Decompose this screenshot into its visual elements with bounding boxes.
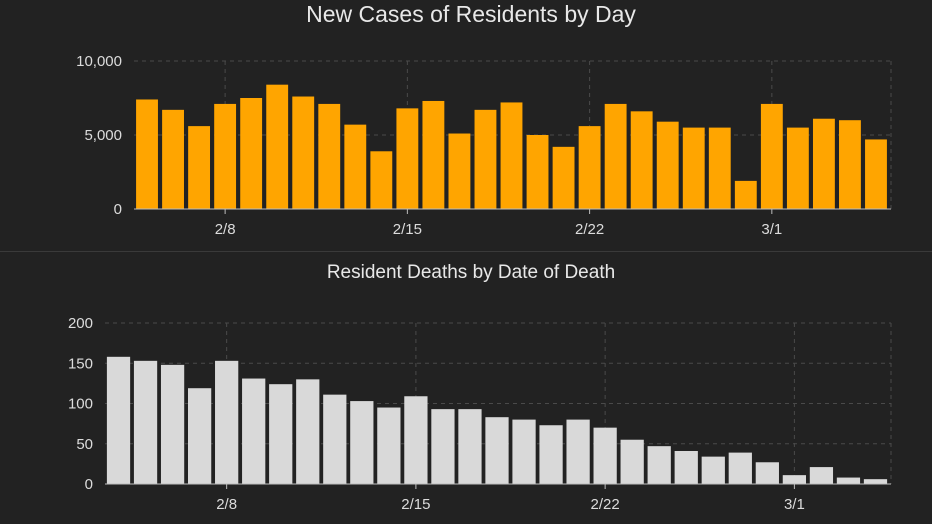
bar bbox=[604, 103, 627, 209]
bar bbox=[242, 378, 266, 484]
bar bbox=[782, 475, 807, 484]
bar bbox=[188, 126, 211, 209]
bar bbox=[630, 111, 653, 209]
bar bbox=[344, 124, 367, 209]
bar bbox=[656, 121, 679, 209]
bar bbox=[214, 103, 237, 209]
x-tick-label: 3/1 bbox=[784, 496, 805, 513]
bar bbox=[812, 118, 835, 209]
bar bbox=[240, 98, 263, 209]
bar bbox=[728, 452, 752, 484]
bar bbox=[552, 146, 575, 209]
y-tick-label: 100 bbox=[68, 396, 93, 413]
new-cases-chart-title: New Cases of Residents by Day bbox=[306, 1, 636, 27]
bar bbox=[578, 126, 601, 209]
y-tick-label: 150 bbox=[68, 355, 93, 372]
bar bbox=[539, 425, 563, 484]
bar bbox=[755, 462, 779, 484]
bar bbox=[809, 467, 834, 484]
bar bbox=[431, 409, 455, 484]
bar bbox=[350, 401, 374, 484]
bar bbox=[404, 396, 428, 484]
bar bbox=[396, 108, 419, 209]
bar bbox=[215, 360, 239, 484]
bar bbox=[512, 419, 536, 484]
bar bbox=[526, 135, 549, 209]
bar bbox=[474, 109, 497, 209]
bar bbox=[593, 427, 617, 484]
bar bbox=[160, 364, 185, 484]
bar bbox=[839, 120, 861, 209]
bar bbox=[734, 180, 757, 209]
resident-deaths-chart-title: Resident Deaths by Date of Death bbox=[327, 262, 615, 283]
bar bbox=[187, 388, 212, 484]
x-tick-label: 2/8 bbox=[216, 496, 237, 513]
bar bbox=[647, 446, 671, 484]
new-cases-chart: New Cases of Residents by Day 0 5,000 10,0… bbox=[76, 1, 892, 238]
bar bbox=[422, 100, 445, 209]
x-tick-label: 2/15 bbox=[401, 496, 430, 513]
x-tick-label: 3/1 bbox=[761, 221, 782, 238]
y-tick-label: 5,000 bbox=[84, 127, 122, 144]
bar bbox=[682, 127, 705, 209]
bar bbox=[269, 384, 293, 484]
bar bbox=[458, 409, 482, 484]
bar bbox=[865, 139, 887, 209]
x-tick-label: 2/22 bbox=[591, 496, 620, 513]
y-tick-label: 0 bbox=[114, 201, 122, 218]
bar bbox=[323, 394, 347, 484]
bar bbox=[296, 379, 320, 484]
bar bbox=[620, 439, 644, 484]
bar bbox=[318, 103, 341, 209]
bar bbox=[674, 450, 698, 484]
resident-deaths-chart: Resident Deaths by Date of Death 0 50 100 1… bbox=[68, 262, 892, 513]
bar bbox=[377, 407, 401, 484]
bar bbox=[448, 133, 471, 209]
bar bbox=[370, 151, 393, 209]
bar bbox=[266, 84, 289, 209]
bar bbox=[500, 102, 523, 209]
x-tick-label: 2/22 bbox=[575, 221, 604, 238]
bar bbox=[708, 127, 731, 209]
bar bbox=[162, 109, 184, 209]
x-tick-label: 2/15 bbox=[393, 221, 422, 238]
bar bbox=[106, 356, 131, 484]
y-tick-label: 50 bbox=[76, 436, 93, 453]
resident-deaths-chart-panel: Resident Deaths by Date of Death 0 50 100 1… bbox=[0, 256, 932, 524]
bar bbox=[292, 96, 315, 209]
bar bbox=[701, 456, 725, 484]
y-tick-label: 10,000 bbox=[76, 53, 122, 70]
bar bbox=[133, 360, 158, 484]
bar bbox=[485, 417, 509, 484]
bar bbox=[566, 419, 590, 484]
bar bbox=[136, 99, 158, 209]
bar bbox=[863, 479, 888, 484]
x-tick-label: 2/8 bbox=[215, 221, 236, 238]
new-cases-chart-panel: New Cases of Residents by Day 0 5,000 10,0… bbox=[0, 0, 932, 248]
bar bbox=[786, 127, 809, 209]
y-tick-label: 0 bbox=[85, 476, 93, 493]
panel-divider bbox=[0, 251, 932, 252]
y-tick-label: 200 bbox=[68, 315, 93, 332]
bar bbox=[836, 477, 861, 484]
bar bbox=[760, 103, 783, 209]
